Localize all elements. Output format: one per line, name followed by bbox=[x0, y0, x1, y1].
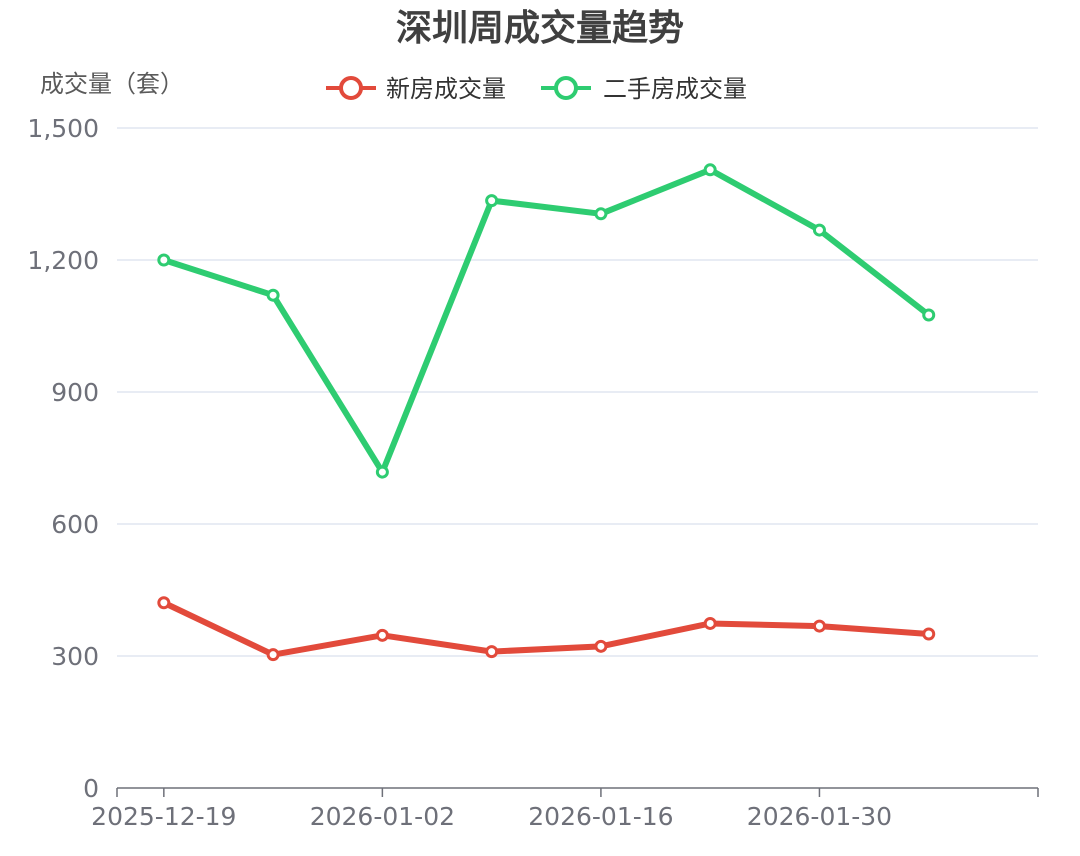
y-tick-label: 1,500 bbox=[27, 114, 99, 143]
x-tick-label: 2026-01-30 bbox=[747, 802, 892, 831]
y-tick-label: 300 bbox=[51, 642, 99, 671]
y-tick-label: 0 bbox=[83, 774, 99, 803]
data-point[interactable] bbox=[594, 207, 608, 221]
series-line bbox=[160, 599, 932, 658]
legend: 新房成交量 二手房成交量 bbox=[326, 75, 747, 103]
series-resale-homes bbox=[157, 163, 936, 479]
y-axis-label: 成交量（套） bbox=[40, 70, 184, 98]
data-point[interactable] bbox=[812, 223, 826, 237]
data-point[interactable] bbox=[157, 596, 171, 610]
data-point[interactable] bbox=[703, 163, 717, 177]
series-line bbox=[160, 166, 932, 476]
x-tick-label: 2026-01-16 bbox=[528, 802, 673, 831]
data-point[interactable] bbox=[485, 194, 499, 208]
legend-item[interactable]: 新房成交量 bbox=[326, 75, 506, 103]
data-point[interactable] bbox=[157, 253, 171, 267]
chart-title: 深圳周成交量趋势 bbox=[396, 7, 684, 49]
x-tick-label: 2026-01-02 bbox=[310, 802, 455, 831]
y-tick-label: 1,200 bbox=[27, 246, 99, 275]
legend-label: 二手房成交量 bbox=[603, 75, 747, 103]
data-point[interactable] bbox=[594, 639, 608, 653]
data-point[interactable] bbox=[375, 465, 389, 479]
legend-swatch-marker bbox=[554, 76, 578, 100]
series-layer bbox=[157, 163, 936, 662]
data-point[interactable] bbox=[812, 619, 826, 633]
data-point[interactable] bbox=[485, 645, 499, 659]
data-point[interactable] bbox=[266, 648, 280, 662]
y-tick-label: 600 bbox=[51, 510, 99, 539]
legend-label: 新房成交量 bbox=[386, 75, 506, 103]
grid-lines bbox=[117, 127, 1038, 657]
data-point[interactable] bbox=[266, 288, 280, 302]
legend-swatch-marker bbox=[339, 76, 363, 100]
data-point[interactable] bbox=[375, 628, 389, 642]
x-axis: 2025-12-19 2026-01-02 2026-01-16 2026-01-30 bbox=[91, 787, 1039, 831]
data-point[interactable] bbox=[922, 308, 936, 322]
series-new-homes bbox=[157, 596, 936, 662]
legend-item[interactable]: 二手房成交量 bbox=[541, 75, 747, 103]
y-axis-ticks: 0 300 600 900 1,200 1,500 bbox=[27, 114, 99, 803]
data-point[interactable] bbox=[703, 616, 717, 630]
data-point[interactable] bbox=[922, 627, 936, 641]
y-tick-label: 900 bbox=[51, 378, 99, 407]
x-tick-label: 2025-12-19 bbox=[91, 802, 236, 831]
